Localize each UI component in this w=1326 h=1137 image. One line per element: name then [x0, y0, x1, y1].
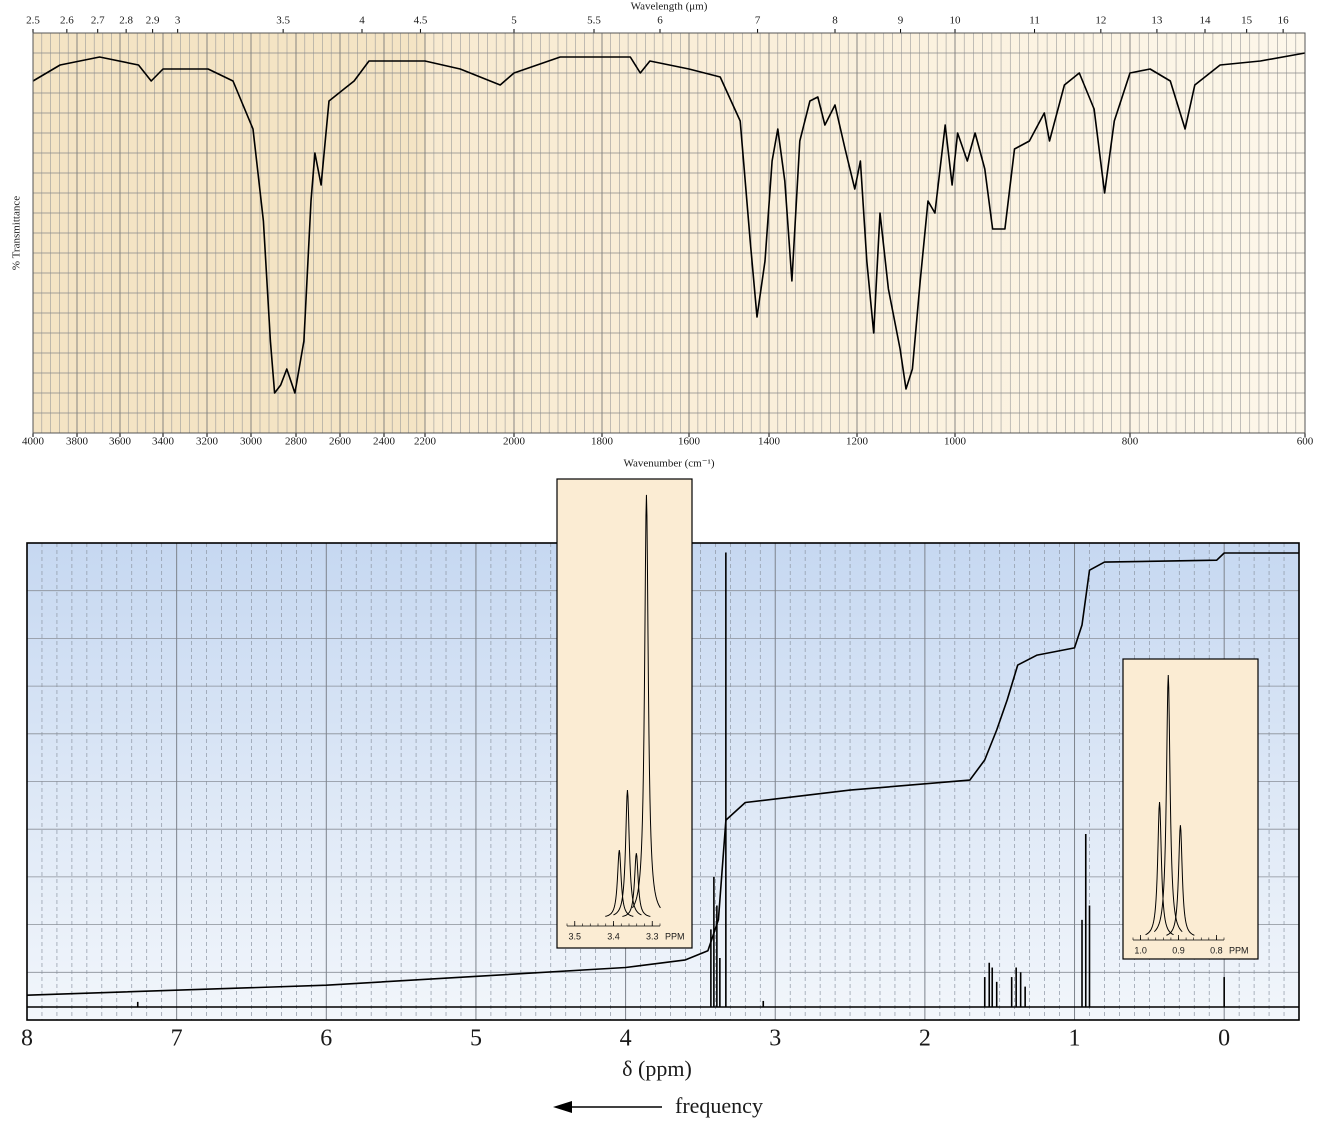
inset-box [1122, 658, 1259, 960]
x2-tick-label: 11 [1029, 15, 1040, 27]
x-tick-label: 6 [320, 1026, 332, 1052]
ir-chart: 4000 3800 3600 3400 3200 3000 2800 2600 2400 2200… [11, 1, 1314, 470]
x-axis-label: PPM [1229, 945, 1249, 955]
x2-tick-label: 2.9 [146, 15, 160, 27]
x-tick-label: 3600 [109, 436, 132, 448]
x2-tick-label: 3 [175, 15, 181, 27]
x-tick-label: 2200 [414, 436, 437, 448]
x-tick-label: 0.8 [1210, 945, 1223, 955]
plot-frame [32, 32, 1306, 434]
x2-axis-label: Wavelength (μm) [631, 1, 708, 13]
x-tick-label: 3.4 [607, 931, 620, 941]
arrow-head [553, 1101, 572, 1113]
frequency-arrow [553, 1101, 662, 1113]
x2-tick-label: 16 [1278, 15, 1290, 27]
x-tick-label: 3 [769, 1026, 781, 1052]
x-tick-label: 1400 [758, 436, 781, 448]
annotation: frequency [675, 1093, 763, 1118]
x2-tick-label: 12 [1095, 15, 1106, 27]
x-axis-label: δ (ppm) [622, 1056, 692, 1081]
x2-tick-label: 8 [832, 15, 838, 27]
x2-tick-label: 6 [657, 15, 663, 27]
y-axis-label: % Transmittance [11, 196, 23, 270]
x2-tick-label: 13 [1151, 15, 1163, 27]
x2-tick-label: 14 [1200, 15, 1212, 27]
peak [613, 790, 642, 916]
x-tick-label: 600 [1297, 436, 1314, 448]
x-tick-label: 1 [1069, 1026, 1081, 1052]
x-tick-label: 3.3 [646, 931, 659, 941]
x-axis-label: Wavenumber (cm⁻¹) [624, 458, 715, 470]
x-tick-label: 2000 [503, 436, 526, 448]
peak [605, 850, 634, 917]
x-tick-label: 2600 [329, 436, 352, 448]
x2-tick-label: 9 [898, 15, 904, 27]
x-tick-label: 0 [1218, 1026, 1230, 1052]
x-tick-label: 3400 [152, 436, 175, 448]
x2-tick-label: 15 [1241, 15, 1253, 27]
peak [632, 494, 661, 909]
transmittance-curve [32, 52, 1306, 394]
x-tick-label: 3800 [66, 436, 89, 448]
nmr-inset: 1.0 0.9 0.8 PPM [1122, 658, 1259, 960]
x-tick-label: 0.9 [1172, 945, 1185, 955]
x-tick-label: 2 [919, 1026, 931, 1052]
x-tick-label: 1200 [846, 436, 869, 448]
x-tick-label: 3200 [196, 436, 219, 448]
x-tick-label: 2800 [285, 436, 308, 448]
x2-tick-label: 5.5 [587, 15, 601, 27]
x2-tick-label: 4 [359, 15, 365, 27]
x-tick-label: 800 [1122, 436, 1139, 448]
x-tick-label: 2400 [373, 436, 396, 448]
x-tick-label: 1.0 [1134, 945, 1147, 955]
integral-curve [26, 552, 1299, 996]
x2-tick-label: 5 [511, 15, 517, 27]
x-tick-label: 5 [470, 1026, 482, 1052]
peak [622, 853, 651, 917]
x-axis-label: PPM [665, 931, 685, 941]
x2-tick-label: 2.7 [91, 15, 105, 27]
x2-tick-label: 7 [755, 15, 761, 27]
x-tick-label: 1000 [944, 436, 967, 448]
x-tick-label: 7 [171, 1026, 183, 1052]
x-tick-label: 4000 [22, 436, 45, 448]
x-tick-label: 3000 [240, 436, 263, 448]
peak [1166, 825, 1195, 936]
peak [1145, 802, 1174, 936]
x2-tick-label: 3.5 [276, 15, 290, 27]
x-tick-label: 1800 [591, 436, 614, 448]
x2-tick-label: 2.8 [119, 15, 133, 27]
nmr-inset: 3.5 3.4 3.3 PPM [556, 478, 693, 949]
peak [1153, 674, 1183, 933]
x2-tick-label: 2.6 [60, 15, 74, 27]
x-tick-label: 3.5 [568, 931, 581, 941]
x-tick-label: 4 [620, 1026, 632, 1052]
x-tick-label: 8 [21, 1026, 33, 1052]
x2-tick-label: 10 [950, 15, 962, 27]
x2-tick-label: 4.5 [414, 15, 428, 27]
x2-tick-label: 2.5 [26, 15, 40, 27]
x-tick-label: 1600 [678, 436, 701, 448]
